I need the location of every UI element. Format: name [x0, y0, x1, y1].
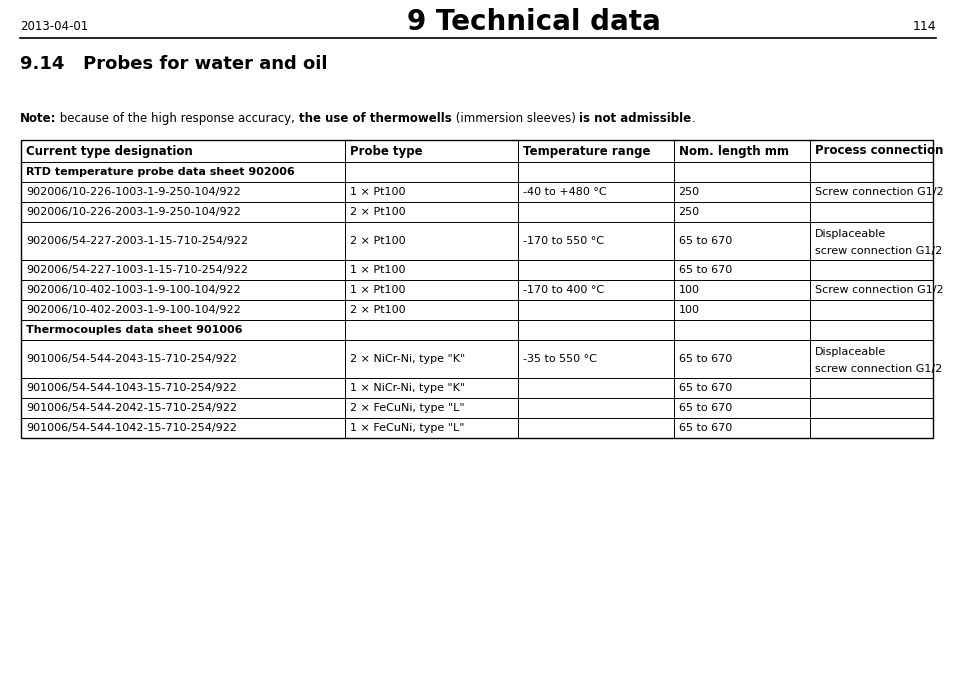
Text: 9 Technical data: 9 Technical data	[407, 8, 660, 36]
Text: 902006/10-402-2003-1-9-100-104/922: 902006/10-402-2003-1-9-100-104/922	[26, 305, 240, 315]
Text: because of the high response accuracy,: because of the high response accuracy,	[56, 112, 299, 125]
Text: 65 to 670: 65 to 670	[678, 354, 731, 364]
Text: 250: 250	[678, 207, 699, 217]
Text: 2 × Pt100: 2 × Pt100	[350, 236, 406, 246]
Text: 902006/10-226-1003-1-9-250-104/922: 902006/10-226-1003-1-9-250-104/922	[26, 187, 240, 197]
Text: 250: 250	[678, 187, 699, 197]
Text: 1 × Pt100: 1 × Pt100	[350, 285, 405, 295]
Text: 902006/54-227-2003-1-15-710-254/922: 902006/54-227-2003-1-15-710-254/922	[26, 236, 248, 246]
Text: (immersion sleeves): (immersion sleeves)	[452, 112, 578, 125]
Text: 1 × FeCuNi, type "L": 1 × FeCuNi, type "L"	[350, 423, 464, 433]
Text: 65 to 670: 65 to 670	[678, 236, 731, 246]
Text: 65 to 670: 65 to 670	[678, 403, 731, 413]
Text: 2 × Pt100: 2 × Pt100	[350, 305, 406, 315]
Text: 65 to 670: 65 to 670	[678, 423, 731, 433]
Text: 100: 100	[678, 285, 699, 295]
Text: 902006/54-227-1003-1-15-710-254/922: 902006/54-227-1003-1-15-710-254/922	[26, 265, 248, 275]
Text: Displaceable: Displaceable	[814, 347, 885, 357]
Text: RTD temperature probe data sheet 902006: RTD temperature probe data sheet 902006	[26, 167, 294, 177]
Bar	[21, 140, 932, 438]
Text: -170 to 550 °C: -170 to 550 °C	[522, 236, 603, 246]
Text: Temperature range: Temperature range	[522, 144, 650, 158]
Text: 65 to 670: 65 to 670	[678, 265, 731, 275]
Text: 9.14   Probes for water and oil: 9.14 Probes for water and oil	[20, 55, 327, 73]
Text: -35 to 550 °C: -35 to 550 °C	[522, 354, 597, 364]
Text: Screw connection G1/2: Screw connection G1/2	[814, 187, 943, 197]
Text: Nom. length mm: Nom. length mm	[678, 144, 788, 158]
Text: -170 to 400 °C: -170 to 400 °C	[522, 285, 603, 295]
Text: 2 × NiCr-Ni, type "K": 2 × NiCr-Ni, type "K"	[350, 354, 465, 364]
Text: 100: 100	[678, 305, 699, 315]
Text: Displaceable: Displaceable	[814, 229, 885, 239]
Text: 2 × FeCuNi, type "L": 2 × FeCuNi, type "L"	[350, 403, 464, 413]
Text: screw connection G1/2: screw connection G1/2	[814, 364, 942, 374]
Text: 2013-04-01: 2013-04-01	[20, 20, 89, 33]
Text: Current type designation: Current type designation	[26, 144, 193, 158]
Text: 1 × Pt100: 1 × Pt100	[350, 265, 405, 275]
Text: is not admissible: is not admissible	[578, 112, 691, 125]
Text: .: .	[691, 112, 695, 125]
Text: Screw connection G1/2: Screw connection G1/2	[814, 285, 943, 295]
Text: 65 to 670: 65 to 670	[678, 383, 731, 393]
Text: 1 × NiCr-Ni, type "K": 1 × NiCr-Ni, type "K"	[350, 383, 465, 393]
Text: Probe type: Probe type	[350, 144, 422, 158]
Text: the use of thermowells: the use of thermowells	[299, 112, 452, 125]
Text: 901006/54-544-2042-15-710-254/922: 901006/54-544-2042-15-710-254/922	[26, 403, 237, 413]
Text: -40 to +480 °C: -40 to +480 °C	[522, 187, 606, 197]
Text: 1 × Pt100: 1 × Pt100	[350, 187, 405, 197]
Text: Thermocouples data sheet 901006: Thermocouples data sheet 901006	[26, 325, 242, 335]
Text: Note:: Note:	[20, 112, 56, 125]
Text: Process connection: Process connection	[814, 144, 943, 158]
Text: 114: 114	[911, 20, 935, 33]
Text: screw connection G1/2: screw connection G1/2	[814, 246, 942, 256]
Text: 901006/54-544-1042-15-710-254/922: 901006/54-544-1042-15-710-254/922	[26, 423, 236, 433]
Text: 902006/10-226-2003-1-9-250-104/922: 902006/10-226-2003-1-9-250-104/922	[26, 207, 240, 217]
Text: 2 × Pt100: 2 × Pt100	[350, 207, 406, 217]
Text: 901006/54-544-2043-15-710-254/922: 901006/54-544-2043-15-710-254/922	[26, 354, 236, 364]
Text: 902006/10-402-1003-1-9-100-104/922: 902006/10-402-1003-1-9-100-104/922	[26, 285, 240, 295]
Text: 901006/54-544-1043-15-710-254/922: 901006/54-544-1043-15-710-254/922	[26, 383, 236, 393]
